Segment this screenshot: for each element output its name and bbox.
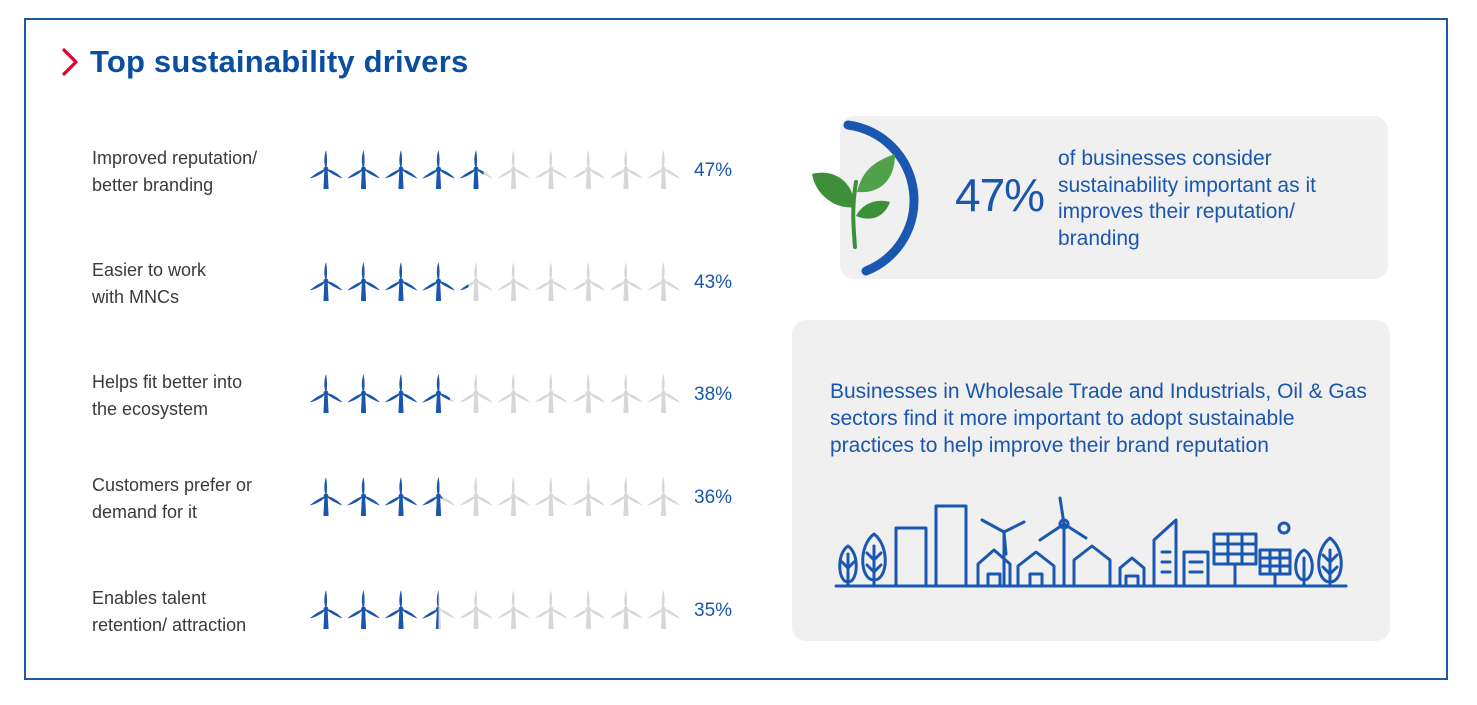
turbine-unit	[459, 374, 493, 413]
turbine-unit	[572, 262, 605, 301]
category-label-line: demand for it	[92, 502, 198, 522]
turbine-unit	[572, 590, 605, 629]
value-label: 36%	[694, 487, 733, 508]
turbine-unit	[309, 374, 343, 413]
value-label: 47%	[694, 160, 733, 181]
turbine-unit	[534, 262, 568, 301]
turbine-unit	[459, 262, 493, 301]
highlight-card	[840, 116, 1388, 279]
category-label: Customers prefer or demand for it	[92, 472, 302, 526]
turbine-unit	[497, 150, 530, 189]
highlight-text: of businesses consider sustainability im…	[1058, 147, 1316, 250]
infographic-frame	[24, 18, 1448, 680]
turbine-unit	[572, 477, 605, 516]
city-skyline-icon	[834, 496, 1348, 588]
turbine-unit	[384, 150, 418, 189]
turbine-unit	[459, 477, 493, 516]
turbine-unit	[347, 374, 380, 413]
turbine-unit	[459, 150, 493, 189]
category-label: Helps fit better into the ecosystem	[92, 369, 302, 423]
turbine-unit	[422, 262, 455, 301]
page-title: Top sustainability drivers	[90, 44, 469, 79]
turbine-unit	[309, 262, 343, 301]
value-label: 35%	[694, 600, 733, 621]
turbine-unit	[497, 477, 530, 516]
turbine-unit	[647, 374, 680, 413]
turbine-unit	[422, 150, 455, 189]
turbine-chart	[309, 150, 680, 629]
turbine-unit	[534, 477, 568, 516]
category-label-line: Enables talent	[92, 588, 207, 608]
chevron-right-icon	[62, 48, 78, 76]
turbine-unit	[422, 477, 455, 516]
turbine-unit	[422, 590, 455, 629]
turbine-unit	[309, 477, 343, 516]
category-label: Improved reputation/better branding	[92, 145, 302, 199]
turbine-unit	[572, 374, 605, 413]
highlight-value: 47%	[955, 169, 1045, 221]
turbine-unit	[497, 374, 530, 413]
turbine-unit	[384, 477, 418, 516]
category-label-line: better branding	[92, 175, 214, 195]
turbine-unit	[647, 150, 680, 189]
turbine-unit	[347, 477, 380, 516]
turbine-unit	[609, 374, 643, 413]
turbine-unit	[534, 590, 568, 629]
turbine-unit	[609, 590, 643, 629]
turbine-unit	[384, 374, 418, 413]
value-label: 38%	[694, 384, 733, 405]
turbine-unit	[347, 150, 380, 189]
category-label-line: Easier to work	[92, 260, 207, 280]
highlight-ring	[812, 120, 919, 276]
turbine-unit	[609, 262, 643, 301]
category-label-line: with MNCs	[92, 287, 180, 307]
turbine-unit	[609, 150, 643, 189]
category-label-line: the ecosystem	[92, 399, 209, 419]
turbine-unit	[647, 590, 680, 629]
sector-note: Businesses in Wholesale Trade and Indust…	[830, 380, 1367, 457]
turbine-unit	[534, 150, 568, 189]
category-label-line: Customers prefer or	[92, 475, 253, 495]
category-label-line: Improved reputation/	[92, 148, 258, 168]
turbine-unit	[309, 150, 343, 189]
turbine-unit	[459, 590, 493, 629]
turbine-unit	[497, 590, 530, 629]
turbine-unit	[309, 590, 343, 629]
value-label: 43%	[694, 272, 733, 293]
category-label: Enables talent retention/ attraction	[92, 585, 302, 639]
turbine-unit	[572, 150, 605, 189]
turbine-unit	[384, 590, 418, 629]
turbine-unit	[347, 262, 380, 301]
category-label-line: Helps fit better into	[92, 372, 243, 392]
turbine-unit	[609, 477, 643, 516]
turbine-unit	[497, 262, 530, 301]
turbine-unit	[647, 477, 680, 516]
turbine-unit	[534, 374, 568, 413]
leaf-icon	[812, 154, 895, 249]
turbine-unit	[422, 374, 455, 413]
turbine-unit	[647, 262, 680, 301]
turbine-unit	[384, 262, 418, 301]
category-label-line: retention/ attraction	[92, 615, 247, 635]
category-label: Easier to work with MNCs	[92, 257, 302, 311]
turbine-unit	[347, 590, 380, 629]
